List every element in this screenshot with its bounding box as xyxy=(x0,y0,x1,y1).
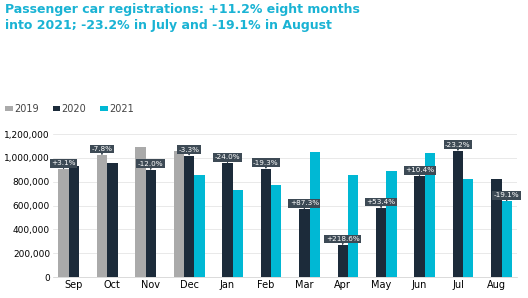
Bar xyxy=(184,156,194,277)
Text: +218.6%: +218.6% xyxy=(326,236,360,244)
Bar xyxy=(414,176,425,277)
Text: 2020: 2020 xyxy=(61,104,86,114)
Bar xyxy=(146,170,156,277)
Text: -12.0%: -12.0% xyxy=(138,161,164,169)
Text: +3.1%: +3.1% xyxy=(51,160,76,168)
Text: +53.4%: +53.4% xyxy=(366,199,395,207)
Bar xyxy=(97,155,107,277)
Bar xyxy=(452,151,463,277)
Text: -23.2%: -23.2% xyxy=(445,142,471,150)
Bar xyxy=(174,151,184,277)
Bar xyxy=(309,152,320,277)
Text: +87.3%: +87.3% xyxy=(290,200,319,208)
Bar xyxy=(59,169,69,277)
Bar xyxy=(69,166,79,277)
Bar xyxy=(425,153,435,277)
Bar xyxy=(463,179,474,277)
Text: -3.3%: -3.3% xyxy=(178,147,200,155)
Bar xyxy=(135,147,146,277)
Text: -19.3%: -19.3% xyxy=(253,160,279,168)
Bar xyxy=(261,169,271,277)
Text: +10.4%: +10.4% xyxy=(405,167,434,176)
Bar xyxy=(348,175,359,277)
Bar xyxy=(233,190,243,277)
Text: -24.0%: -24.0% xyxy=(215,154,240,162)
Text: -7.8%: -7.8% xyxy=(91,146,112,154)
Bar xyxy=(271,185,281,277)
Bar xyxy=(337,245,348,277)
Text: -19.1%: -19.1% xyxy=(494,193,520,201)
Bar xyxy=(194,175,205,277)
Bar xyxy=(107,163,118,277)
Bar xyxy=(376,208,386,277)
Text: 2021: 2021 xyxy=(109,104,134,114)
Bar xyxy=(299,209,309,277)
Bar xyxy=(386,171,397,277)
Bar xyxy=(222,163,233,277)
Text: Passenger car registrations: +11.2% eight months
into 2021; -23.2% in July and -: Passenger car registrations: +11.2% eigh… xyxy=(5,3,360,32)
Bar xyxy=(502,201,512,277)
Text: 2019: 2019 xyxy=(14,104,39,114)
Bar xyxy=(491,179,502,277)
